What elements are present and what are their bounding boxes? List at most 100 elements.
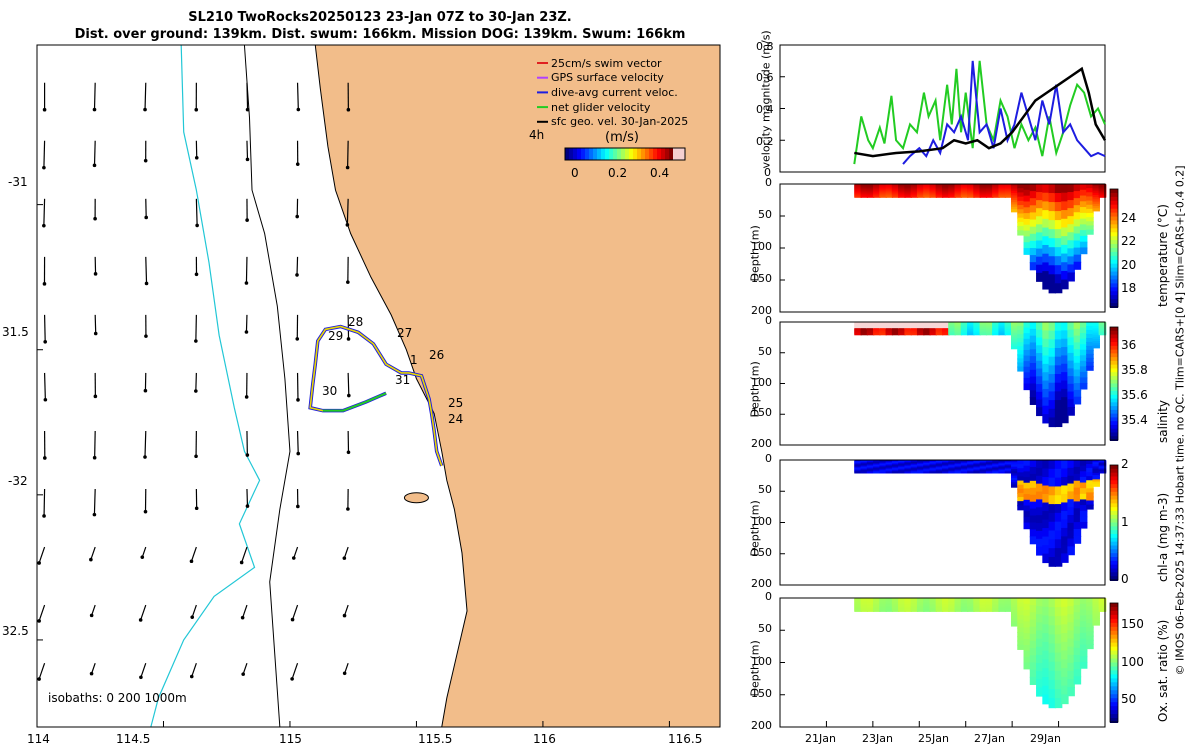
temperature-cell [1061, 270, 1069, 281]
temperature-cell [866, 186, 875, 189]
salinity-cell [935, 324, 944, 327]
salinity-cell [1036, 345, 1044, 355]
current-arrow [38, 662, 46, 680]
chl-a-cell [1061, 485, 1069, 495]
salinity-cell [967, 322, 975, 325]
temperature-cell [1023, 195, 1032, 203]
oxygen-cell [1098, 600, 1107, 603]
chl-a-cell [948, 464, 956, 467]
temperature-cell [879, 193, 887, 196]
salinity-cell [879, 331, 887, 334]
salinity-cbar-cell [1110, 421, 1118, 426]
oxygen-cell [1017, 606, 1025, 612]
oxygen-cell [1098, 605, 1107, 608]
temperature-cell [1029, 247, 1038, 257]
colorbar-tick-2: 0.4 [650, 166, 670, 180]
temperature-cell [960, 191, 969, 194]
salinity-cell [879, 325, 887, 328]
oxygen-cell [1010, 623, 1019, 627]
oxygen-cbar-cell [1110, 638, 1118, 644]
salinity-cell [1036, 399, 1044, 409]
salinity-cell [1079, 327, 1088, 335]
temperature-cell [1023, 218, 1032, 226]
current-arrowhead [144, 215, 148, 220]
chl-a-cell [985, 460, 994, 463]
chl-a-cell [879, 470, 887, 473]
chl-a-cell [1092, 470, 1100, 474]
temperature-cell [954, 188, 963, 191]
oxygen-cell [904, 607, 912, 610]
chl-a-cell [960, 460, 969, 463]
colorbar-cell [637, 148, 642, 160]
chl-a-cell [1017, 497, 1025, 503]
salinity-cell [967, 324, 975, 327]
chl-a-cell [935, 463, 944, 466]
salinity-cell [866, 331, 875, 334]
salinity-cell [860, 323, 869, 326]
oxygen-cell [1029, 676, 1038, 685]
salinity-cell [967, 325, 975, 328]
temperature-cell [1073, 205, 1082, 214]
salinity-cell [1061, 322, 1069, 332]
salinity-cell [967, 328, 975, 331]
salinity-cell [866, 325, 875, 328]
oxygen-cell [1092, 602, 1100, 606]
salinity-cell [1067, 329, 1075, 339]
temperature-cell [1086, 217, 1094, 223]
chl-a-cell [1023, 499, 1032, 507]
salinity-cell [1079, 355, 1088, 362]
chl-a-cell [1054, 468, 1063, 479]
chl-a-cell [1010, 475, 1019, 479]
temperature-cell [1054, 184, 1063, 195]
oxygen-cell [973, 601, 981, 604]
salinity-cell [1029, 328, 1038, 337]
current-arrowhead [93, 394, 98, 399]
chl-a-cell [1017, 464, 1025, 470]
salinity-cbar-cell [1110, 357, 1118, 362]
oxygen-cell [935, 605, 944, 608]
current-arrowhead [43, 456, 47, 460]
oxygen-cell [854, 601, 862, 604]
chl-a-ytick-label: 100 [751, 514, 772, 528]
chl-a-cbar-tick: 0 [1121, 572, 1129, 586]
current-arrow [43, 372, 46, 400]
current-arrowhead [195, 223, 199, 228]
current-arrow [93, 489, 96, 515]
chl-a-cell [1079, 471, 1088, 478]
oxygen-cell [916, 608, 925, 611]
oxygen-cell [1036, 638, 1044, 648]
day-label-25: 25 [448, 396, 464, 410]
oxygen-cell [898, 607, 906, 610]
temperature-cell [1023, 242, 1032, 250]
temperature-panel [779, 183, 1119, 313]
salinity-cell [1023, 372, 1032, 379]
oxygen-cell [967, 604, 975, 607]
temperature-cell [985, 184, 994, 187]
oxygen-cell [1048, 634, 1057, 645]
chl-a-cell [923, 462, 931, 465]
salinity-cell [992, 328, 1000, 331]
temperature-cell [960, 193, 969, 196]
chl-a-cell [873, 462, 881, 465]
salinity-cbar-cell [1110, 383, 1118, 389]
current-arrowhead [296, 398, 300, 402]
chl-a-cell [948, 466, 956, 469]
chl-a-cell [954, 461, 963, 464]
temperature-cell [1098, 184, 1107, 187]
salinity-cell [898, 333, 906, 336]
chl-a-cell [904, 470, 912, 473]
oxygen-cell [948, 609, 956, 612]
salinity-cell [1079, 322, 1088, 329]
colorbar-tick-0: 0 [571, 166, 579, 180]
chl-a-cell [973, 469, 981, 472]
salinity-cell [904, 331, 912, 334]
chl-a-cbar-cell [1110, 476, 1118, 482]
salinity-cell [948, 328, 956, 331]
salinity-cell [960, 330, 969, 333]
chl-a-cell [1010, 473, 1019, 477]
salinity-cell [942, 322, 950, 325]
salinity-cell [891, 328, 900, 331]
salinity-cell [1079, 366, 1088, 373]
temperature-cell [935, 185, 944, 188]
salinity-cell [1023, 355, 1032, 363]
